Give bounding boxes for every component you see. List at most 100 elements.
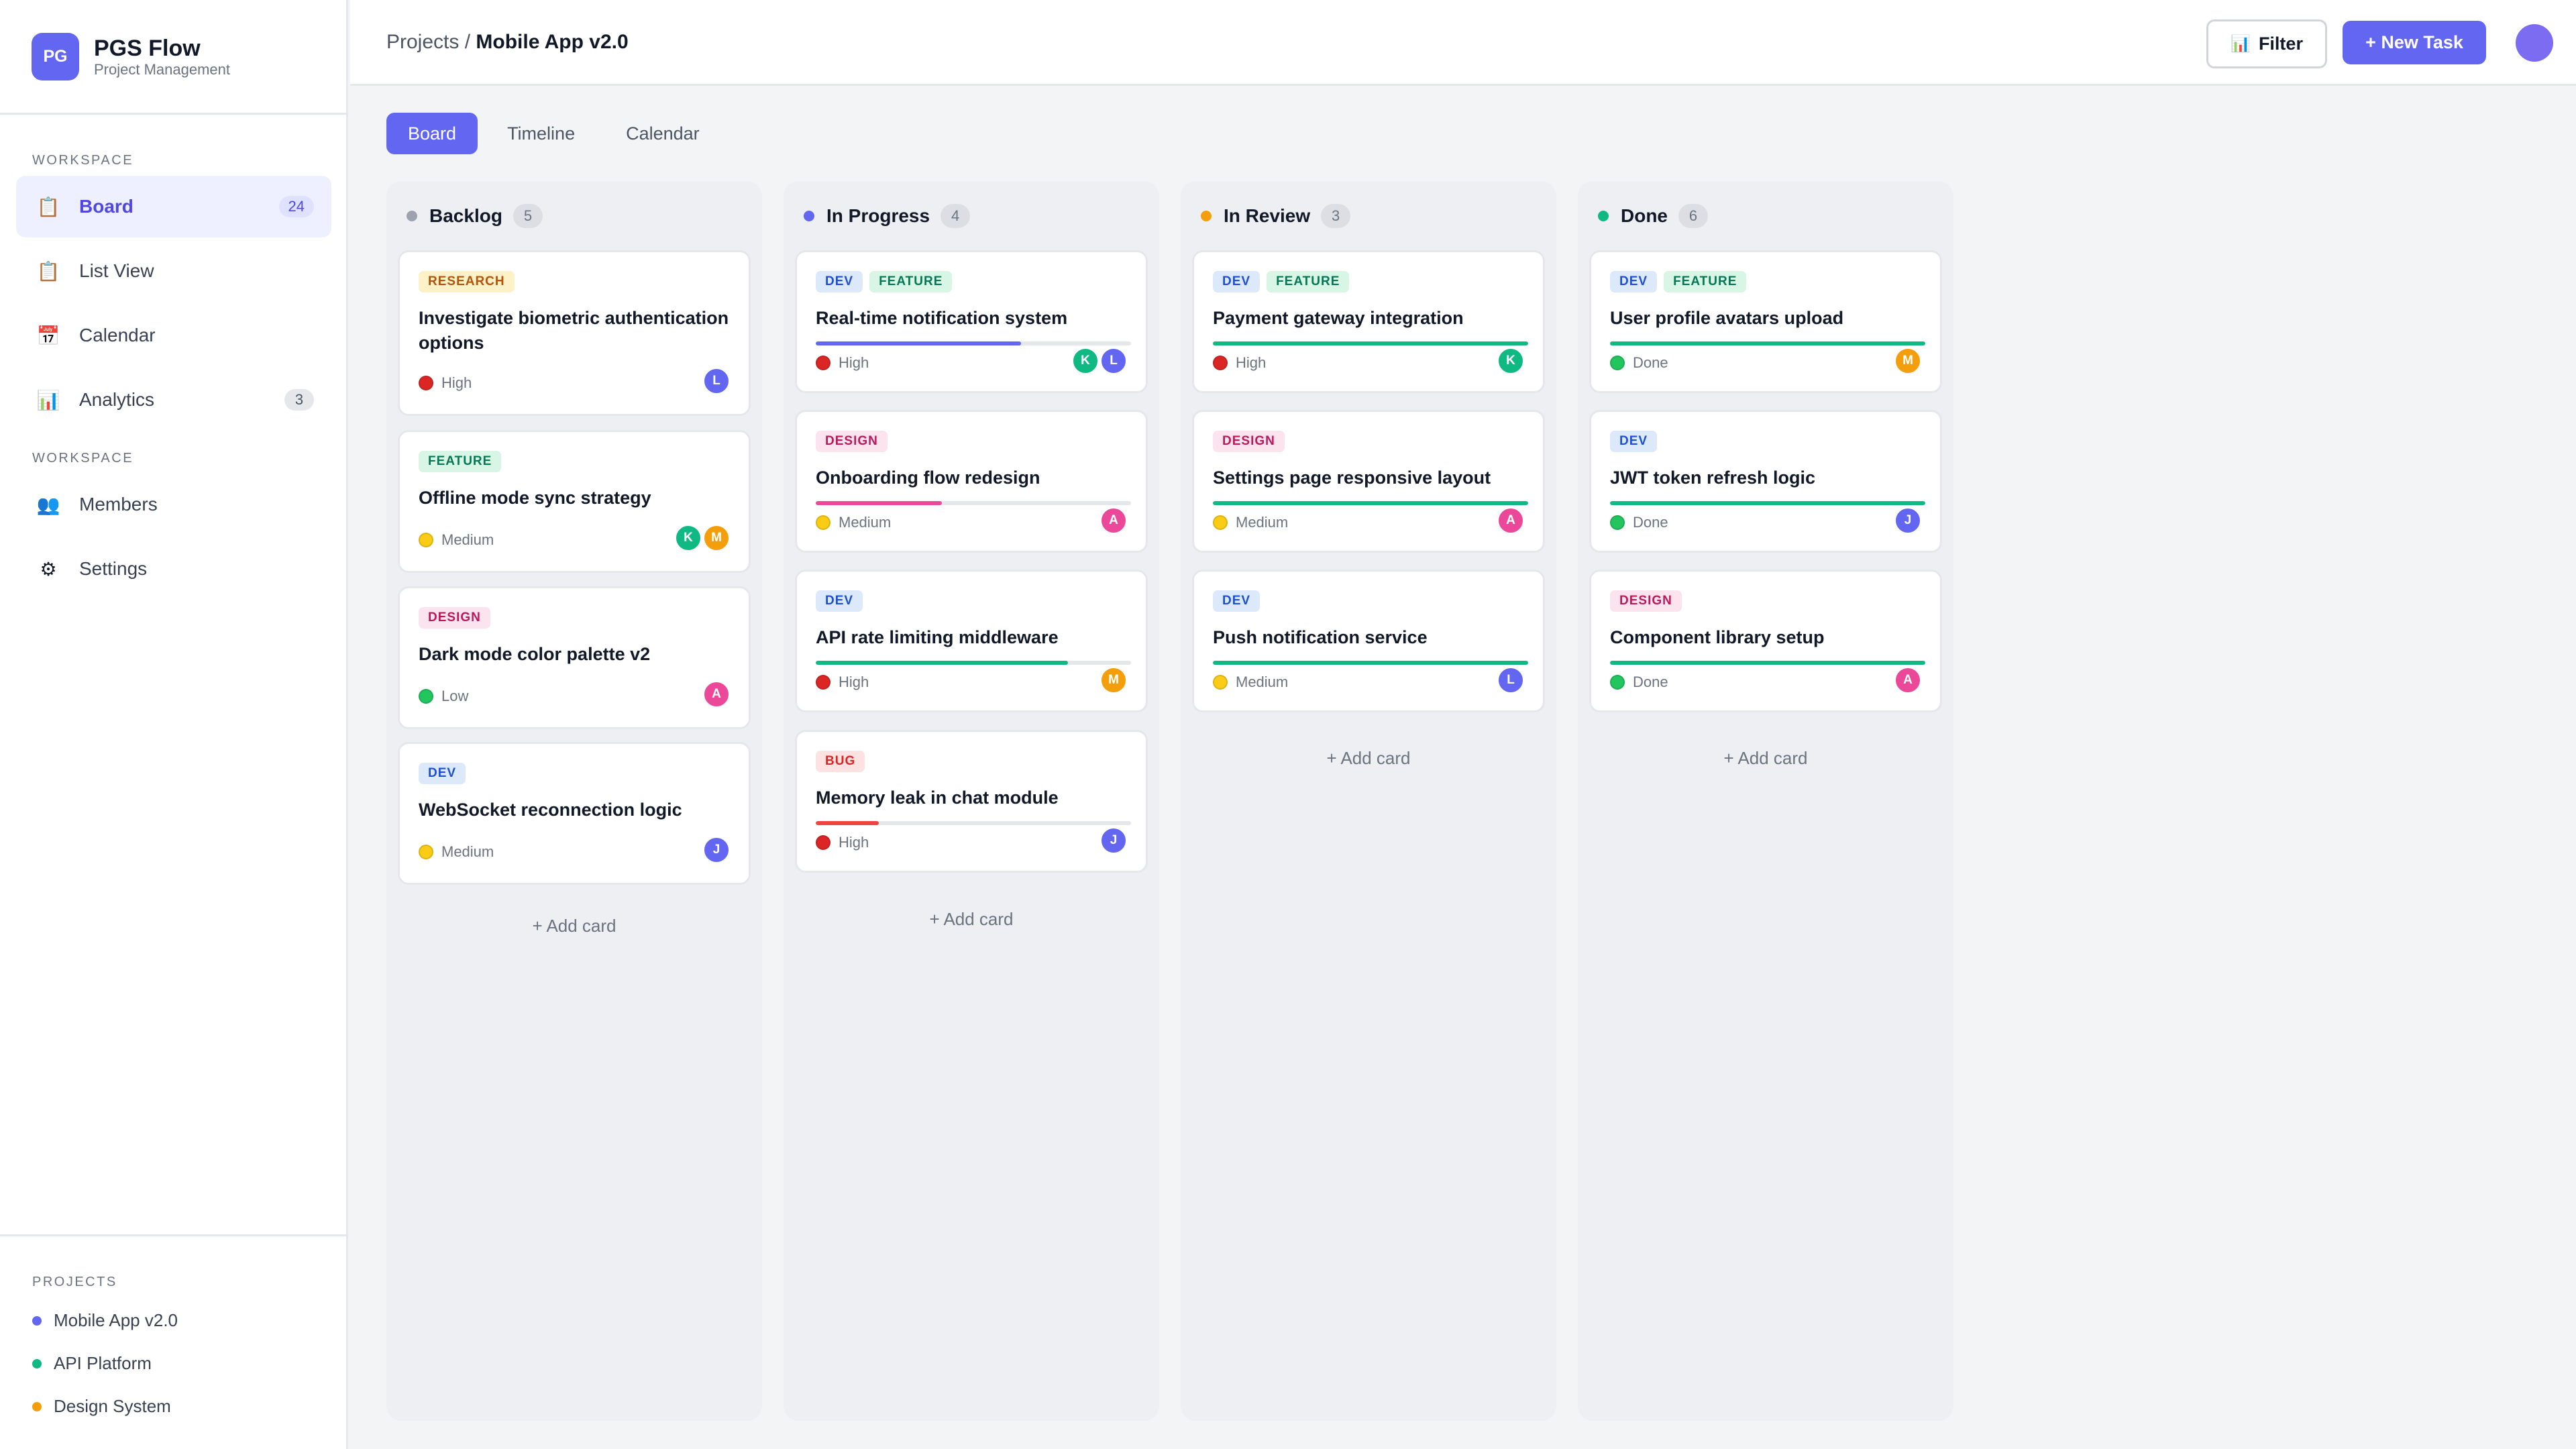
sidebar-item-label: Members: [79, 494, 158, 515]
add-card-button[interactable]: + Add card: [1723, 748, 1808, 768]
progress-bar: [1213, 661, 1528, 665]
assignee-avatar[interactable]: L: [1100, 347, 1127, 374]
task-card[interactable]: DEV WebSocket reconnection logic Medium J: [398, 742, 751, 885]
assignee-avatar[interactable]: J: [1100, 827, 1127, 854]
task-card[interactable]: DESIGN Onboarding flow redesign Medium A: [795, 410, 1148, 553]
view-tabs: Board Timeline Calendar: [386, 113, 729, 154]
project-label: Mobile App v2.0: [54, 1310, 178, 1330]
sidebar-divider: [0, 113, 348, 115]
priority-dot-icon: [1213, 515, 1228, 530]
column-title: Backlog: [429, 205, 502, 226]
sidebar-item-members[interactable]: 👥 Members: [16, 474, 331, 535]
column-title: In Review: [1224, 205, 1311, 226]
column-header: In Progress 4: [804, 204, 971, 228]
assignee-avatar[interactable]: K: [1497, 347, 1524, 374]
tab-timeline[interactable]: Timeline: [507, 123, 576, 144]
card-title: API rate limiting middleware: [816, 627, 1059, 647]
task-card[interactable]: DEV FEATURE Real-time notification system H…: [795, 250, 1148, 393]
card-priority: Medium: [816, 514, 891, 531]
column-count-badge: 3: [1321, 204, 1351, 228]
sidebar-item-settings[interactable]: ⚙ Settings: [16, 538, 331, 600]
column-title: Done: [1621, 205, 1668, 226]
priority-dot-icon: [816, 515, 830, 530]
assignee-avatar[interactable]: J: [703, 837, 730, 863]
new-task-button[interactable]: + New Task: [2343, 21, 2486, 64]
tag-list: DESIGN: [816, 431, 894, 452]
assignee-avatar[interactable]: K: [675, 525, 702, 551]
add-card-button[interactable]: + Add card: [532, 916, 616, 936]
sidebar-item-analytics[interactable]: 📊 Analytics 3: [16, 369, 331, 431]
user-avatar[interactable]: [2516, 24, 2553, 62]
assignee-avatars: L: [702, 368, 730, 394]
assignee-avatars: A: [1099, 507, 1127, 534]
assignee-avatars: M: [1099, 667, 1127, 694]
tag-list: DESIGN: [419, 607, 497, 629]
assignee-avatar[interactable]: K: [1072, 347, 1099, 374]
assignee-avatar[interactable]: A: [703, 681, 730, 708]
members-icon: 👥: [36, 494, 60, 515]
sidebar-item-board[interactable]: 📋 Board 24: [16, 176, 331, 237]
add-card-button[interactable]: + Add card: [929, 909, 1014, 929]
column-header: In Review 3: [1201, 204, 1351, 228]
project-link[interactable]: Design System: [32, 1396, 171, 1417]
task-card[interactable]: DEV API rate limiting middleware High M: [795, 570, 1148, 712]
tab-board[interactable]: Board: [386, 113, 478, 154]
task-card[interactable]: DEV FEATURE User profile avatars upload Don…: [1589, 250, 1942, 393]
priority-dot-icon: [816, 356, 830, 370]
tag-badge: FEATURE: [1664, 271, 1747, 292]
sidebar-item-calendar[interactable]: 📅 Calendar: [16, 305, 331, 366]
board-column: In Progress 4 DEV FEATURE Real-time notifica…: [784, 181, 1159, 1421]
count-badge: 24: [278, 196, 314, 217]
priority-dot-icon: [1610, 675, 1625, 690]
progress-fill: [1610, 341, 1925, 345]
column-status-dot: [804, 211, 814, 221]
task-card[interactable]: DEV JWT token refresh logic Done J: [1589, 410, 1942, 553]
tag-badge: DESIGN: [419, 607, 490, 629]
card-title: Component library setup: [1610, 627, 1825, 647]
card-priority: High: [1213, 354, 1266, 372]
task-card[interactable]: RESEARCH Investigate biometric authentica…: [398, 250, 751, 416]
task-card[interactable]: DESIGN Dark mode color palette v2 Low A: [398, 586, 751, 729]
brand[interactable]: PG PGS Flow Project Management: [32, 32, 230, 82]
task-card[interactable]: DEV Push notification service Medium L: [1192, 570, 1545, 712]
tag-badge: BUG: [816, 751, 865, 772]
progress-fill: [1213, 501, 1528, 505]
card-priority: Done: [1610, 514, 1668, 531]
tag-badge: DEV: [816, 271, 863, 292]
task-card[interactable]: DEV FEATURE Payment gateway integration Hig…: [1192, 250, 1545, 393]
priority-dot-icon: [419, 689, 433, 704]
tab-calendar[interactable]: Calendar: [626, 123, 700, 144]
column-status-dot: [1598, 211, 1609, 221]
assignee-avatars: M: [1893, 347, 1921, 374]
task-card[interactable]: FEATURE Offline mode sync strategy Medium K…: [398, 430, 751, 573]
task-card[interactable]: BUG Memory leak in chat module High J: [795, 730, 1148, 873]
tag-list: DEV: [1610, 431, 1664, 452]
tag-badge: RESEARCH: [419, 271, 515, 292]
assignee-avatar[interactable]: M: [1100, 667, 1127, 694]
priority-label: Done: [1633, 674, 1668, 690]
breadcrumb-current: Mobile App v2.0: [476, 31, 629, 53]
assignee-avatar[interactable]: L: [1497, 667, 1524, 694]
task-card[interactable]: DESIGN Component library setup Done A: [1589, 570, 1942, 712]
sidebar-item-list-view[interactable]: 📋 List View: [16, 240, 331, 302]
tag-badge: DEV: [1610, 271, 1658, 292]
breadcrumb-root[interactable]: Projects /: [386, 31, 471, 53]
assignee-avatar[interactable]: L: [703, 368, 730, 394]
add-card-button[interactable]: + Add card: [1326, 748, 1411, 768]
filter-button[interactable]: 📊 Filter: [2206, 19, 2327, 68]
card-title: Dark mode color palette v2: [419, 644, 651, 664]
assignee-avatar[interactable]: A: [1497, 507, 1524, 534]
card-priority: High: [816, 834, 869, 851]
card-title: Real-time notification system: [816, 308, 1068, 328]
task-card[interactable]: DESIGN Settings page responsive layout Med…: [1192, 410, 1545, 553]
project-link[interactable]: Mobile App v2.0: [32, 1310, 178, 1331]
assignee-avatar[interactable]: J: [1894, 507, 1921, 534]
assignee-avatar[interactable]: A: [1100, 507, 1127, 534]
tag-badge: DEV: [419, 763, 466, 784]
assignee-avatar[interactable]: M: [703, 525, 730, 551]
assignee-avatar[interactable]: M: [1894, 347, 1921, 374]
assignee-avatar[interactable]: A: [1894, 667, 1921, 694]
project-link[interactable]: API Platform: [32, 1353, 152, 1374]
tag-list: DESIGN: [1213, 431, 1291, 452]
list-icon: 📋: [36, 260, 60, 282]
